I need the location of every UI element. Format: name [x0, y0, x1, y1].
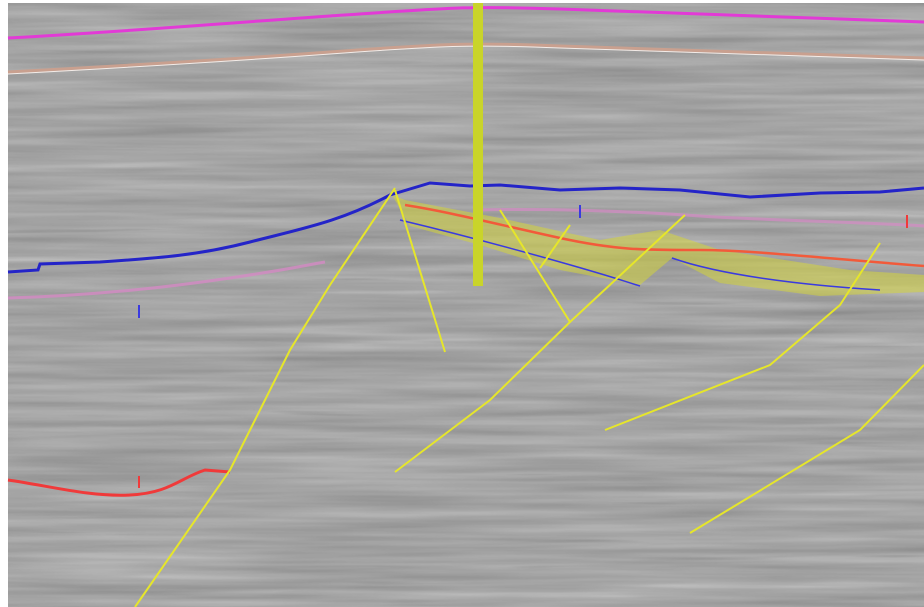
faults: [134, 187, 924, 607]
horizon-brown: [7, 42, 924, 74]
horizon-pink-right: [479, 207, 924, 228]
highlighted-interval: [392, 195, 924, 296]
fault: [499, 209, 571, 323]
horizon-red: [7, 468, 231, 497]
fault: [394, 189, 446, 353]
fault: [539, 224, 571, 269]
seismic-amplitude: [8, 3, 924, 607]
horizon-pink-left: [7, 260, 326, 300]
horizon-brown-edge: [7, 45, 924, 75]
fault: [604, 242, 881, 431]
fault: [689, 364, 924, 534]
horizon-magenta: [7, 5, 924, 40]
horizon-blue: [7, 181, 924, 274]
fault: [134, 187, 396, 607]
fault: [394, 214, 686, 473]
well-trajectory: [473, 3, 483, 286]
